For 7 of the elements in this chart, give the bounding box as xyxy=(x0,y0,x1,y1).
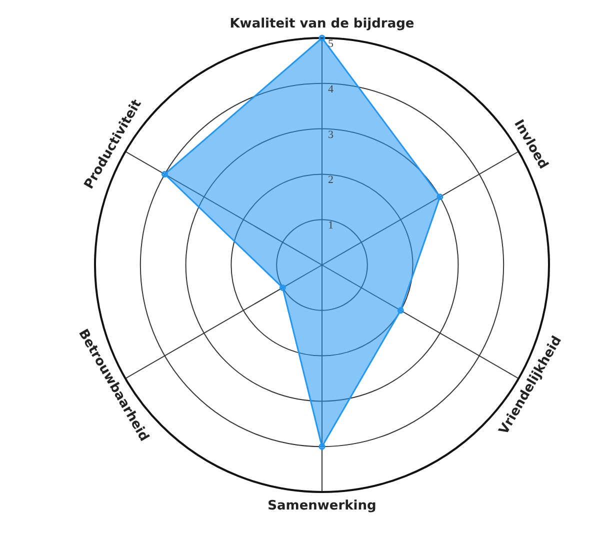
spoke-label: Samenwerking xyxy=(268,498,376,514)
y-tick-label: 5 xyxy=(328,38,334,50)
y-tick-label: 1 xyxy=(328,220,334,232)
y-tick-label: 3 xyxy=(328,128,334,141)
spoke-label: Kwaliteit van de bijdrage xyxy=(230,16,414,32)
y-tick-label: 2 xyxy=(328,174,334,186)
y-tick-label: 4 xyxy=(328,83,334,96)
